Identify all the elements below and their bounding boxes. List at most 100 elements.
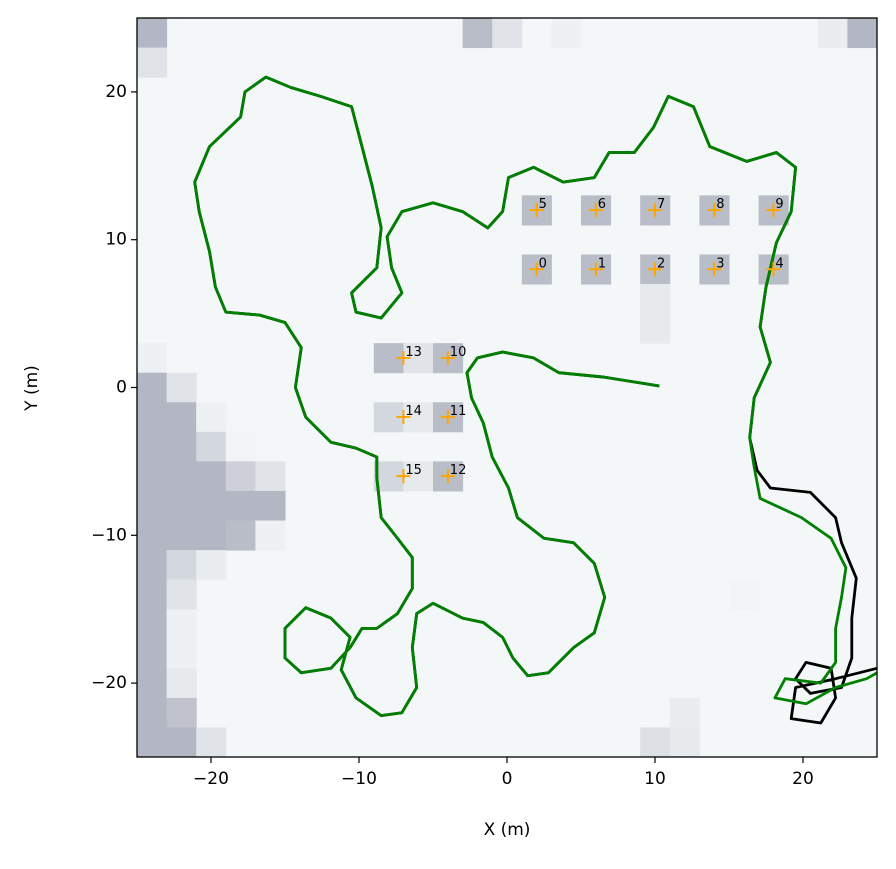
grid-cell — [817, 18, 848, 49]
grid-cell — [166, 697, 197, 728]
landmark-label: 15 — [405, 463, 422, 478]
landmark-label: 1 — [598, 256, 606, 271]
landmark-marker — [707, 203, 722, 218]
grid-cell — [196, 490, 227, 522]
landmark-label: 0 — [539, 256, 547, 271]
landmark-label: 6 — [598, 197, 606, 212]
x-tick-label: −10 — [341, 769, 377, 789]
trajectory-line — [193, 75, 878, 717]
grid-cell — [640, 284, 671, 315]
landmark-label: 4 — [775, 256, 783, 271]
grid-cell — [137, 18, 168, 49]
grid-cell — [166, 402, 197, 433]
grid-cell — [255, 520, 286, 551]
landmark-label: 2 — [657, 256, 665, 271]
grid-cell — [137, 727, 168, 758]
grid-cell — [166, 520, 197, 551]
landmark-label: 7 — [657, 197, 665, 212]
landmark-marker — [529, 262, 544, 277]
landmark-label: 11 — [450, 404, 467, 419]
landmark-marker — [440, 350, 455, 365]
grid-cell — [166, 727, 197, 758]
landmark-label: 5 — [539, 197, 547, 212]
grid-cell — [462, 18, 493, 49]
grid-cell — [255, 461, 286, 492]
grid-cell — [137, 343, 168, 374]
landmark-marker — [440, 469, 455, 484]
landmark-marker — [707, 262, 722, 277]
landmark-marker — [396, 410, 411, 425]
grid-cell — [255, 490, 286, 522]
grid-cell — [196, 550, 227, 581]
grid-cell — [640, 313, 671, 344]
grid-cell — [551, 18, 582, 49]
grid-cell — [137, 668, 168, 699]
x-tick-label: 0 — [502, 769, 513, 789]
grid-cell — [166, 609, 197, 640]
landmark-marker — [648, 262, 662, 277]
grid-cell — [492, 18, 523, 49]
landmark-marker — [529, 203, 544, 218]
landmark-label: 3 — [716, 256, 724, 271]
landmark-marker — [440, 410, 455, 425]
grid-cell — [166, 372, 197, 403]
grid-cell — [225, 431, 256, 462]
grid-cell — [137, 697, 168, 728]
grid-cell — [137, 402, 168, 433]
grid-cell — [669, 697, 700, 728]
landmark-label: 8 — [716, 197, 724, 212]
grid-cell — [847, 18, 878, 49]
y-tick-label: 20 — [105, 82, 127, 102]
y-tick-label: −20 — [91, 673, 127, 693]
grid-cell — [166, 490, 197, 522]
plot-background — [137, 18, 877, 757]
grid-cell — [196, 727, 227, 758]
x-tick-label: 20 — [792, 769, 814, 789]
landmark-label: 9 — [775, 197, 783, 212]
grid-cell — [196, 431, 227, 462]
grid-cell — [166, 668, 197, 699]
y-tick-label: −10 — [91, 525, 127, 545]
x-axis-label: X (m) — [484, 820, 531, 840]
grid-cell — [166, 461, 197, 492]
landmark-marker — [648, 203, 662, 218]
grid-cell — [137, 609, 168, 640]
grid-cell — [137, 372, 168, 403]
grid-cell — [166, 638, 197, 669]
landmark-label: 14 — [405, 404, 422, 419]
landmark-marker — [588, 262, 603, 277]
grid-cell — [196, 402, 227, 433]
grid-cell — [729, 579, 760, 610]
grid-cell — [137, 520, 168, 551]
landmark-marker — [766, 262, 781, 277]
landmark-marker — [396, 350, 411, 365]
grid-cell — [225, 520, 256, 551]
grid-cell — [137, 461, 168, 492]
grid-cell — [137, 638, 168, 669]
y-tick-label: 10 — [105, 230, 127, 250]
x-tick-label: −20 — [193, 769, 229, 789]
grid-cell — [166, 579, 197, 610]
grid-cell — [137, 579, 168, 610]
grid-cell — [669, 727, 700, 758]
landmark-marker — [588, 203, 603, 218]
grid-cell — [225, 461, 256, 492]
grid-cell — [196, 461, 227, 492]
landmark-label: 13 — [405, 345, 422, 360]
x-tick-label: 10 — [644, 769, 666, 789]
landmark-label: 10 — [450, 345, 467, 360]
grid-cell — [166, 550, 197, 581]
landmark-marker — [766, 203, 781, 218]
grid-cell — [137, 550, 168, 581]
landmark-marker — [396, 469, 411, 484]
grid-cell — [137, 490, 168, 522]
grid-cell — [137, 431, 168, 462]
grid-cell — [166, 431, 197, 462]
grid-cell — [640, 727, 671, 758]
y-tick-label: 0 — [116, 378, 127, 398]
landmark-label: 12 — [450, 463, 467, 478]
